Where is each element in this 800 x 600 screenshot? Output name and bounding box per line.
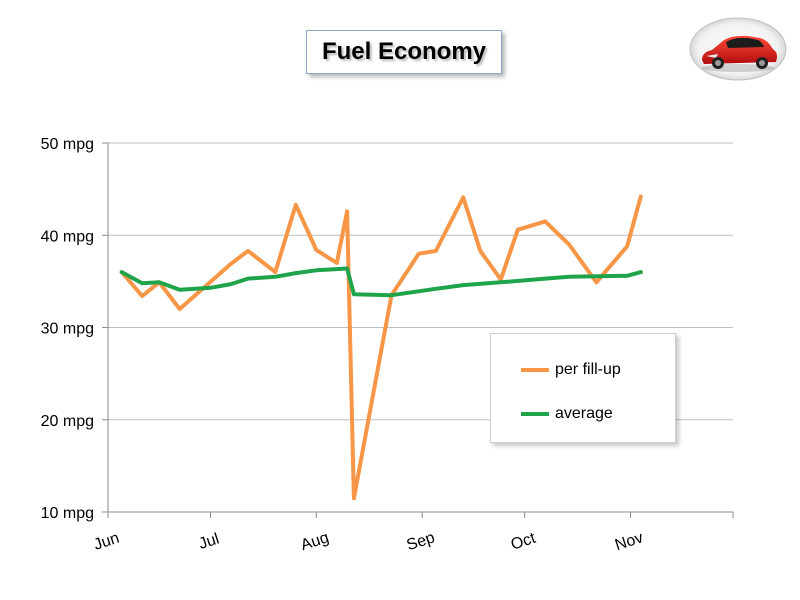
chart-title: Fuel Economy [321,38,487,65]
legend-item-per-fill-up: per fill-up [491,360,621,380]
y-tick-label: 40 mpg [41,228,94,245]
x-tick-label: Aug [299,529,331,554]
y-tick-label: 20 mpg [41,413,94,430]
series-line-average [119,266,643,298]
y-axis-ticks: 10 mpg 20 mpg 30 mpg 40 mpg 50 mpg [41,136,108,522]
legend-swatch-per-fill-up [521,368,549,372]
y-tick-label: 50 mpg [41,136,94,153]
x-axis-ticks: Jun Jul Aug Sep Oct Nov [92,512,734,554]
chart-title-box: Fuel Economy [306,30,502,74]
x-tick-label: Jul [197,530,222,552]
chart-legend: per fill-up average [490,333,676,443]
series-line-per-fill-up [119,194,643,501]
series-lines [119,194,643,501]
x-tick-label: Oct [509,530,538,554]
x-tick-label: Nov [613,529,645,554]
legend-swatch-average [521,412,549,416]
legend-label-average: average [555,405,613,422]
y-tick-label: 10 mpg [41,505,94,522]
x-tick-label: Jun [92,530,122,554]
legend-label-per-fill-up: per fill-up [555,361,621,378]
y-tick-label: 30 mpg [41,321,94,338]
legend-item-average: average [491,404,613,424]
red-hatchback-car-icon [689,17,787,81]
x-tick-label: Sep [405,529,437,554]
